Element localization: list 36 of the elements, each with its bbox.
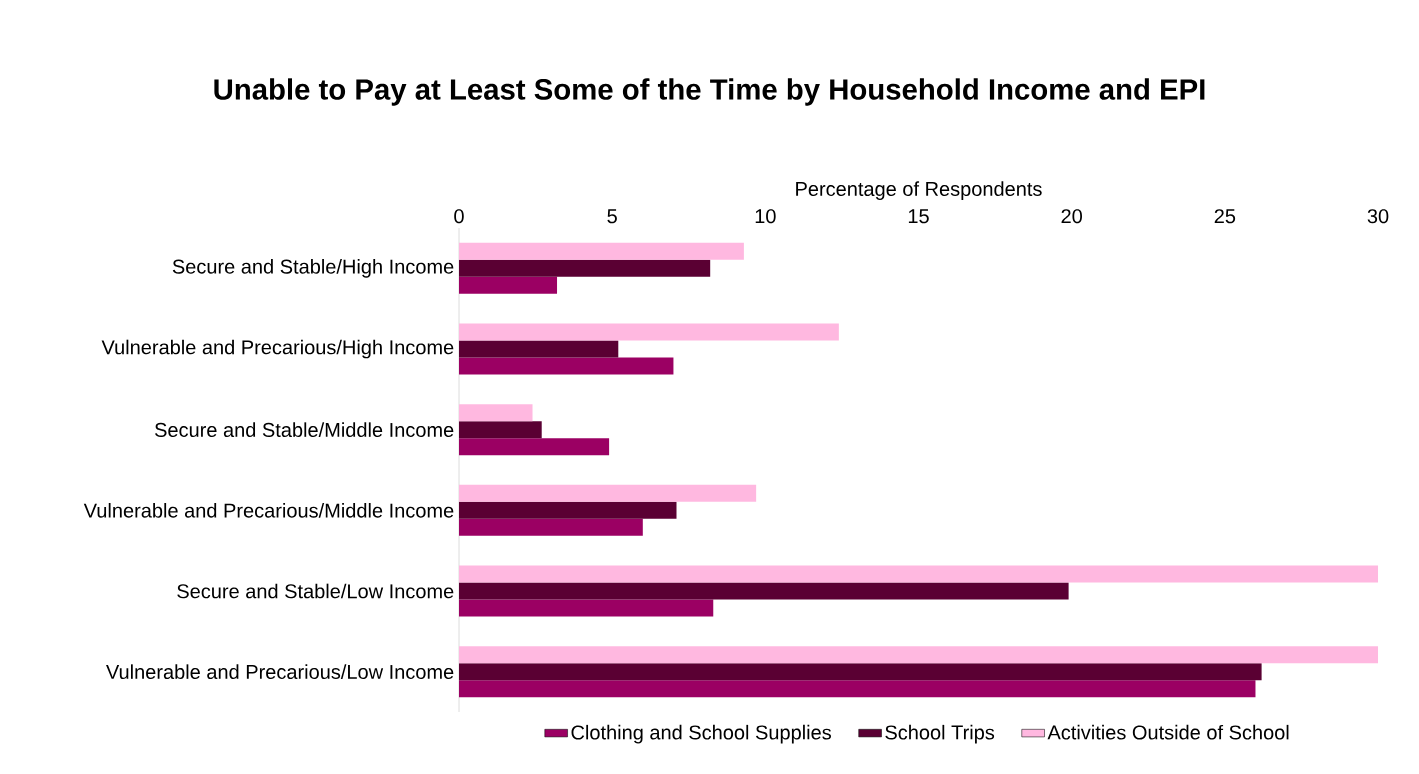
bar [459, 323, 839, 341]
x-tick-label: 0 [454, 209, 464, 224]
x-axis-title: Percentage of Respondents [796, 181, 1042, 200]
x-tick-label: 30 [1367, 209, 1389, 224]
bar [459, 421, 542, 439]
bar [459, 242, 744, 260]
bar [459, 404, 533, 422]
bar [459, 582, 1069, 600]
x-tick-label: 20 [1061, 209, 1082, 224]
x-tick-label: 5 [607, 209, 617, 224]
legend-label: Activities Outside of School [1047, 724, 1289, 740]
bar [459, 518, 643, 536]
bar [459, 663, 1262, 681]
y-tick-label: Vulnerable and Precarious/Low Income [106, 664, 454, 680]
bar [459, 340, 619, 358]
bar [459, 680, 1256, 698]
bar [459, 599, 714, 617]
y-tick-label: Secure and Stable/High Income [172, 259, 454, 278]
bar [459, 484, 757, 502]
bar [459, 438, 610, 456]
legend-label: Clothing and School Supplies [571, 724, 831, 744]
bar [459, 565, 1379, 583]
chart-title: Unable to Pay at Least Some of the Time by Household Income and EPI [214, 78, 1205, 106]
y-tick-label: Vulnerable and Precarious/High Income [101, 339, 454, 359]
x-tick-label: 10 [755, 209, 776, 224]
x-tick-label: 15 [908, 209, 929, 224]
y-tick-label: Secure and Stable/Low Income [177, 583, 454, 599]
y-tick-label: Vulnerable and Precarious/Middle Income [83, 502, 454, 518]
y-tick-label: Secure and Stable/Middle Income [155, 422, 454, 438]
bar [459, 357, 674, 375]
legend-label: School Trips [885, 724, 995, 744]
bar [459, 646, 1379, 664]
bar [459, 259, 711, 277]
x-tick-label: 25 [1214, 209, 1236, 224]
bar [459, 276, 558, 294]
bar [459, 501, 677, 519]
